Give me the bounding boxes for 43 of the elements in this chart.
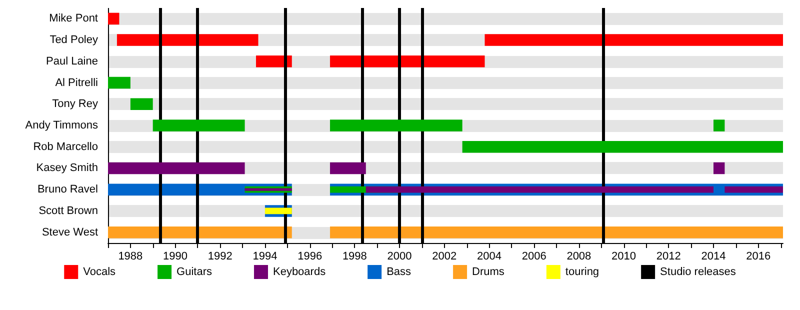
legend-label: Keyboards bbox=[272, 266, 326, 278]
x-tick-label: 2006 bbox=[522, 250, 546, 262]
bar bbox=[152, 120, 245, 132]
bar bbox=[130, 98, 153, 110]
legend-label: Guitars bbox=[176, 266, 212, 278]
x-tick-label: 2016 bbox=[746, 250, 771, 262]
legend-label: Bass bbox=[386, 266, 412, 278]
x-tick-label: 2004 bbox=[476, 250, 502, 262]
x-tick-label: 2014 bbox=[701, 250, 726, 262]
legend-label: Vocals bbox=[83, 266, 116, 278]
bar bbox=[264, 208, 292, 214]
y-tick-label: Steve West bbox=[42, 226, 98, 238]
y-tick-label: Tony Rey bbox=[52, 98, 98, 110]
y-tick-label: Ted Poley bbox=[50, 34, 98, 46]
x-tick-label: 2010 bbox=[612, 250, 636, 262]
legend-label: Drums bbox=[472, 266, 505, 278]
y-tick-label: Andy Timmons bbox=[25, 120, 98, 132]
y-tick-label: Rob Marcello bbox=[33, 140, 98, 153]
bar bbox=[713, 120, 725, 132]
y-tick-label: Al Pitrelli bbox=[55, 76, 98, 89]
x-tick-label: 2012 bbox=[656, 250, 681, 262]
bar bbox=[330, 56, 485, 68]
legend-label: Studio releases bbox=[660, 266, 736, 278]
x-tick-label: 1990 bbox=[163, 250, 188, 262]
x-tick-label: 2000 bbox=[387, 250, 412, 262]
x-tick-label: 2002 bbox=[432, 250, 457, 262]
bar bbox=[116, 34, 258, 46]
x-tick-label: 1992 bbox=[208, 250, 232, 262]
y-tick-label: Paul Laine bbox=[46, 55, 98, 68]
x-tick-label: 1998 bbox=[342, 250, 367, 262]
y-tick-label: Bruno Ravel bbox=[37, 184, 98, 196]
y-tick-label: Mike Pont bbox=[49, 12, 98, 25]
x-tick-label: 1988 bbox=[118, 250, 143, 262]
x-tick-label: 1994 bbox=[252, 250, 278, 262]
bar bbox=[108, 226, 292, 238]
x-tick-label: 2008 bbox=[566, 250, 592, 262]
y-tick-label: Scott Brown bbox=[38, 204, 98, 217]
y-tick-label: Kasey Smith bbox=[36, 162, 98, 174]
bar bbox=[108, 12, 120, 25]
x-tick-label: 1996 bbox=[298, 250, 322, 262]
bar bbox=[256, 56, 292, 68]
bar bbox=[108, 76, 130, 89]
legend-label: touring bbox=[565, 266, 600, 278]
